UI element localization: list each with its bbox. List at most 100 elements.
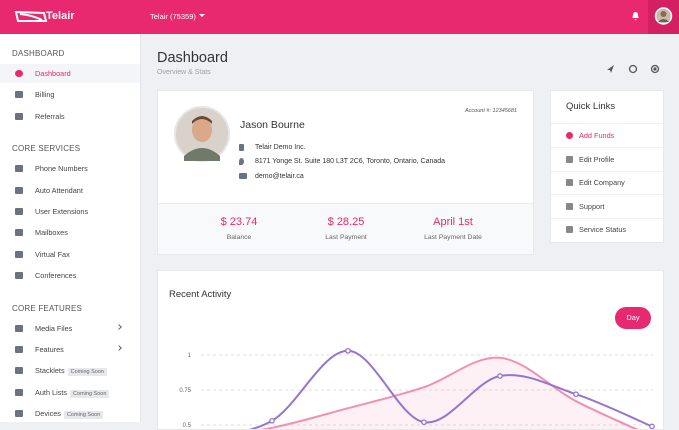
quick-links-card: Quick Links Add Funds Edit Profile Edit Co… [550, 90, 664, 243]
quick-link[interactable]: Service Status [551, 225, 663, 243]
recent-activity-card: Recent Activity Day 1 0.75 0.5 [157, 270, 664, 430]
nav-label-text: User Extensions [35, 207, 89, 216]
nav-label-text: Billing [35, 90, 55, 100]
point [497, 373, 503, 379]
account-switcher[interactable]: Telair (75359) [150, 12, 196, 21]
quick-link[interactable]: Support [551, 202, 663, 220]
quick-link[interactable]: Edit Company [551, 178, 663, 196]
nav-label-text: Auth Lists [35, 387, 68, 397]
nav-label-text: Stacklets [35, 366, 65, 376]
nav-label: Auth Lists Coming Soon [35, 387, 110, 398]
nav-item[interactable]: Media Files [0, 319, 140, 338]
day-button[interactable]: Day [615, 307, 651, 329]
nav-label: Virtual Fax [35, 250, 70, 259]
nav-label: Stacklets Coming Soon [35, 366, 107, 377]
divider [551, 123, 663, 124]
nav-label-text: Referrals [35, 111, 65, 121]
nav-icon [15, 324, 23, 332]
stat-label: Last Payment [325, 234, 367, 241]
nav-item[interactable]: Virtual Fax [0, 245, 140, 264]
header-actions[interactable] [604, 63, 664, 75]
chevron [116, 323, 122, 330]
point [573, 391, 579, 398]
nav-icon [15, 229, 23, 237]
nav-label-text: Devices [35, 409, 61, 419]
nav-item[interactable]: Mailboxes [0, 223, 140, 242]
nav-item[interactable]: Referrals [0, 107, 140, 126]
point [269, 417, 275, 424]
nav-item[interactable]: Auto Attendant [0, 181, 140, 200]
coming-soon-badge: Coming Soon [70, 389, 110, 398]
bell-icon[interactable] [631, 11, 640, 21]
point [649, 423, 655, 429]
nav-label-text: Dashboard [35, 69, 71, 78]
address-icon [239, 158, 244, 165]
quick-link[interactable]: Add Funds [551, 131, 663, 149]
nav-item[interactable]: Auth Lists Coming Soon [0, 383, 140, 402]
quick-link-label: Edit Company [579, 178, 625, 187]
nav-icon [15, 410, 23, 418]
nav-label-text: Mailboxes [35, 228, 68, 238]
email-icon [239, 173, 247, 179]
quick-link-label: Support [579, 201, 605, 211]
nav-icon [15, 186, 23, 194]
nav-label: Conferences [35, 271, 76, 280]
nav-label: Auto Attendant [35, 186, 83, 195]
chevron [116, 345, 122, 351]
company-icon [239, 144, 244, 151]
nav-label: Mailboxes [35, 228, 68, 237]
caret [199, 14, 205, 17]
nav-label-text: Phone Numbers [35, 164, 88, 174]
quick-link-icon [566, 132, 573, 139]
company: Telair Demo Inc. [255, 144, 306, 151]
nav-item[interactable]: Devices Coming Soon [0, 404, 140, 423]
stat-value: April 1st [433, 216, 473, 228]
address: 8171 Yonge St. Suite 180 L3T 2C6, Toront… [255, 158, 446, 165]
nav-icon [15, 388, 23, 396]
nav-label: User Extensions [35, 207, 88, 216]
nav-item[interactable]: Features [0, 340, 140, 359]
divider [551, 194, 663, 195]
profile-name: Jason Bourne [240, 119, 305, 131]
nav-label: Devices Coming Soon [35, 409, 104, 420]
nav-item[interactable]: Phone Numbers [0, 159, 140, 178]
nav-label-text: Conferences [35, 271, 77, 281]
nav-item[interactable]: User Extensions [0, 202, 140, 221]
page-title: Dashboard [157, 50, 228, 66]
nav-item[interactable]: Billing [0, 85, 140, 104]
nav-label: Dashboard [35, 69, 71, 78]
nav-icon [15, 112, 23, 120]
nav-label: Referrals [35, 112, 65, 121]
profile-card: Jason Bourne Account #: 12345681 Telair … [157, 90, 534, 255]
quick-link-label: Add Funds [579, 131, 615, 140]
quick-link-label: Edit Profile [579, 154, 615, 164]
nav-item[interactable]: Dashboard [0, 64, 140, 83]
divider [551, 170, 663, 172]
quick-link-label: Service Status [579, 225, 627, 234]
stats-row: $ 23.74 Balance $ 28.25 Last Payment April 1… [158, 203, 533, 254]
divider [551, 217, 663, 219]
quick-link[interactable]: Edit Profile [551, 155, 663, 173]
nav-label: Billing [35, 90, 54, 99]
stat-value: $ 23.74 [220, 216, 258, 228]
avatar-box[interactable] [648, 0, 679, 34]
nav-icon [15, 346, 23, 353]
profile-avatar [174, 106, 230, 162]
stat-label: Last Payment Date [424, 234, 482, 241]
email: demo@telair.ca [255, 173, 304, 180]
nav-item[interactable]: Stacklets Coming Soon [0, 361, 140, 380]
sidebar: DASHBOARD Dashboard Billing Referrals CORE S… [0, 34, 141, 422]
coming-soon-badge: Coming Soon [67, 368, 107, 377]
section-title: DASHBOARD [12, 49, 65, 58]
top-bar: Telair Telair (75359) [0, 0, 679, 34]
nav-label-text: Features [35, 345, 64, 354]
nav-label-text: Virtual Fax [35, 249, 70, 259]
nav-icon [15, 208, 23, 215]
nav-label: Features [35, 345, 64, 354]
recent-activity-title: Recent Activity [169, 289, 232, 300]
point [421, 419, 427, 426]
quick-link-icon [566, 226, 573, 233]
divider [551, 147, 663, 148]
quick-link-icon [566, 179, 573, 186]
nav-item[interactable]: Conferences [0, 266, 140, 285]
